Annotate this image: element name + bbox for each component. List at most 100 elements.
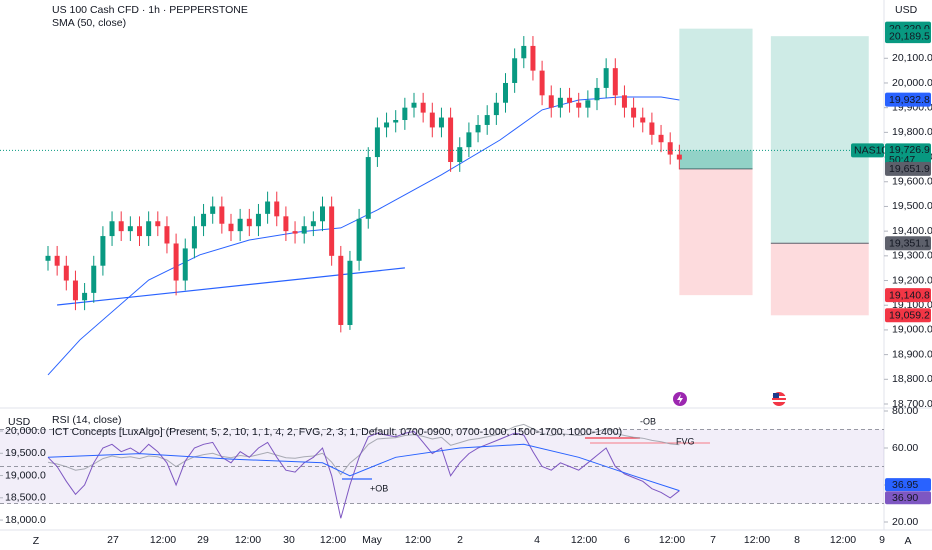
candle-body — [411, 102, 417, 108]
rsi-tick-label: 60.00 — [892, 442, 918, 454]
event-icon[interactable] — [673, 392, 687, 406]
price-tick-label: 20,000.0 — [5, 425, 46, 437]
trendline — [57, 267, 405, 306]
x-tick-label: 29 — [197, 534, 209, 546]
candle-body — [155, 221, 161, 227]
candle-body — [82, 292, 88, 301]
stop-label: 19,059.2 — [889, 310, 930, 322]
candle-body — [274, 201, 280, 217]
x-tick-label: 12:00 — [320, 534, 346, 546]
loss-zone — [679, 168, 753, 296]
sma-line — [47, 96, 680, 376]
candle-body — [54, 255, 60, 266]
candle-body — [72, 280, 78, 301]
candle-body — [585, 100, 591, 108]
rsi-last-label: 36.95 — [892, 479, 918, 491]
plot — [0, 28, 884, 519]
candle-body — [557, 97, 563, 108]
y-tick-label: 18,800.0 — [892, 373, 932, 385]
y-tick-label: 20,100.0 — [892, 52, 932, 64]
overlay-title: ICT Concepts [LuxAlgo] (Present, 5, 2, 1… — [52, 426, 622, 438]
flag-stripe — [772, 400, 786, 402]
last-price-box — [885, 143, 931, 166]
x-tick-label: 12:00 — [405, 534, 431, 546]
x-tick-label: 12:00 — [830, 534, 856, 546]
rsi-last-label: 36.90 — [892, 492, 918, 504]
open-pnl-zone — [679, 150, 753, 169]
rsi-ma-line — [47, 443, 680, 492]
candle-body — [137, 226, 142, 237]
x-tick-label: 30 — [283, 534, 295, 546]
stop-label-box — [885, 288, 931, 303]
candle-body — [631, 107, 637, 118]
x-tick-label: 8 — [794, 534, 800, 546]
candle-body — [292, 231, 298, 234]
x-tick-label: 7 — [710, 534, 716, 546]
x-tick-label: May — [362, 534, 383, 546]
candle-body — [173, 243, 179, 281]
economic-event-icon[interactable] — [772, 392, 786, 406]
candle-body — [301, 226, 307, 234]
y-tick-label: 19,300.0 — [892, 250, 932, 262]
corner-label[interactable]: Z — [33, 535, 40, 547]
rsi-last-box — [885, 491, 931, 505]
rsi-background — [0, 429, 884, 504]
entry-label: 19,651.9 — [889, 163, 930, 175]
candle-body — [283, 216, 289, 232]
rsi-currency: USD — [8, 416, 31, 428]
candle-body — [493, 102, 499, 116]
rsi-tick-label: 80.00 — [892, 405, 918, 417]
candle-body — [539, 70, 545, 96]
candle-body — [567, 97, 573, 103]
candle-body — [219, 206, 225, 224]
candle-body — [667, 142, 673, 155]
x-tick-label: 2 — [457, 534, 463, 546]
ict-annotation: FVG — [676, 436, 695, 446]
candle-body — [429, 112, 435, 128]
candle-body — [621, 95, 627, 108]
last-price-label: 19,726.9 — [889, 144, 930, 156]
x-tick-label: 12:00 — [150, 534, 176, 546]
y-tick-label: 18,900.0 — [892, 348, 932, 360]
ict-annotation: -OB — [640, 416, 656, 426]
candle-body — [512, 58, 518, 83]
corner-label[interactable]: A — [904, 535, 911, 547]
target-label-box — [885, 29, 931, 44]
candle-body — [210, 206, 216, 214]
loss-zone — [770, 243, 869, 316]
x-tick-label: 12:00 — [659, 534, 685, 546]
candle-body — [365, 157, 371, 219]
currency-label: USD — [895, 4, 918, 16]
candle-body — [201, 213, 207, 227]
rsi-title: RSI (14, close) — [52, 414, 121, 426]
candle-body — [448, 117, 454, 162]
candle-body — [320, 206, 325, 222]
candle-body — [100, 236, 106, 266]
rsi-tick-label: 20.00 — [892, 516, 918, 528]
profit-zone — [679, 28, 753, 169]
candle-body — [91, 265, 97, 293]
candle-body — [640, 117, 646, 123]
sma-label-box — [885, 92, 931, 107]
candle-body — [265, 201, 271, 214]
candle-body — [146, 221, 152, 237]
candle-body — [118, 221, 124, 232]
entry-label: 19,351.1 — [889, 237, 930, 249]
symbol-label: NAS100 — [854, 145, 893, 157]
event-icon-bolt — [677, 394, 683, 404]
candle-body — [649, 122, 655, 135]
candle-body — [603, 68, 609, 88]
entry-label-box — [885, 161, 931, 176]
price-tick-label: 19,000.0 — [5, 469, 46, 481]
candle-body — [457, 147, 463, 162]
candle-body — [228, 223, 234, 232]
entry-label-box — [885, 236, 931, 251]
y-tick-label: 19,500.0 — [892, 200, 932, 212]
price-tick-label: 18,500.0 — [5, 492, 46, 504]
rsi-line — [47, 430, 680, 519]
y-tick-label: 19,000.0 — [892, 324, 932, 336]
price-tick-label: 18,000.0 — [5, 514, 46, 526]
